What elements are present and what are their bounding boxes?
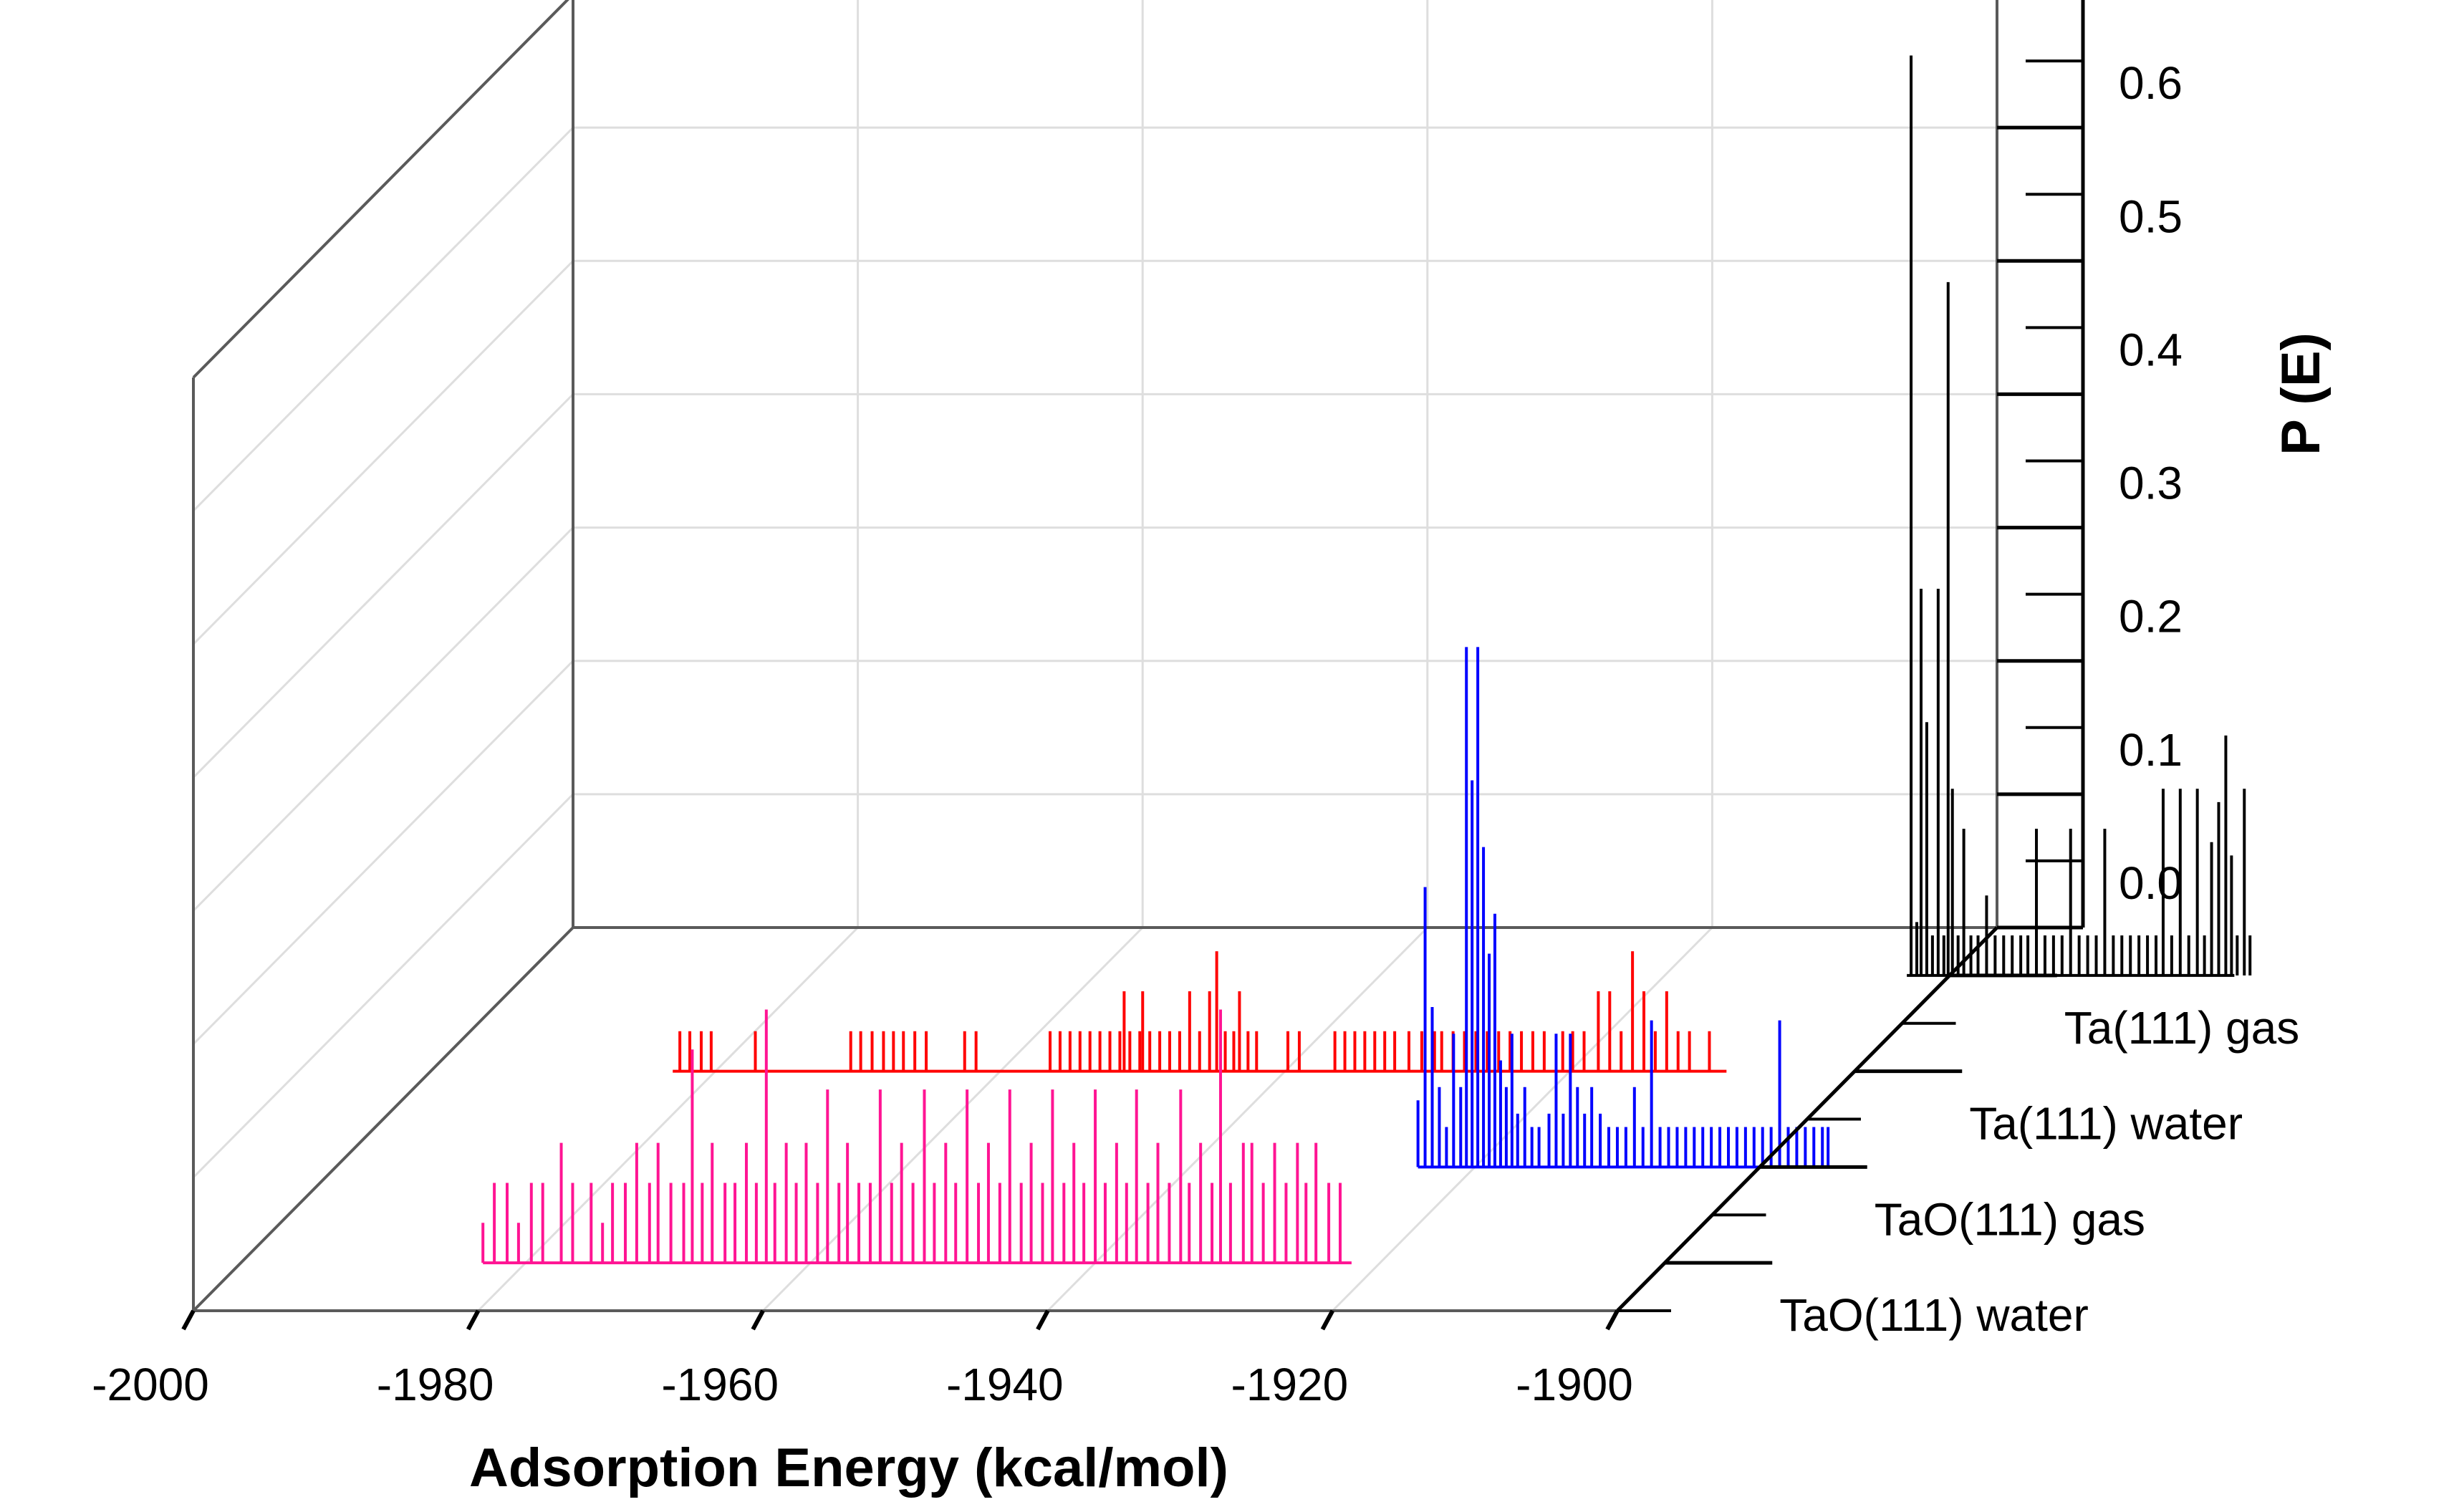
series-label: TaO(111) water <box>1779 1289 2089 1341</box>
side-wall-gridline <box>192 127 574 512</box>
z-tick-label: 0.5 <box>2119 191 2183 242</box>
z-axis-title: P (E) <box>2271 332 2332 456</box>
series-label: TaO(111) gas <box>1875 1193 2145 1245</box>
grid-layer <box>192 0 1997 1312</box>
z-tick-label: 0.0 <box>2119 857 2183 909</box>
series-tao-111-water <box>481 1009 1352 1265</box>
z-tick-label: 0.2 <box>2119 591 2183 642</box>
floor-gridline <box>1332 926 1713 1312</box>
x-tick-mark <box>1605 1309 1620 1331</box>
x-tick-label: -1900 <box>1516 1359 1633 1410</box>
x-tick-label: -1980 <box>377 1359 494 1410</box>
series-layer <box>481 55 2252 1265</box>
series-ta-111-water <box>673 951 1727 1073</box>
side-wall-gridline <box>192 526 574 912</box>
tick-marks <box>181 0 2085 1331</box>
floor-gridline <box>1046 926 1428 1312</box>
series-label: Ta(111) water <box>1969 1098 2243 1150</box>
x-tick-mark <box>466 1309 481 1331</box>
side-wall-gridline <box>192 393 574 779</box>
x-axis-title: Adsorption Energy (kcal/mol) <box>469 1438 1228 1498</box>
side-wall-top-edge <box>192 0 569 379</box>
x-tick-mark <box>1036 1309 1050 1331</box>
x-tick-label: -1920 <box>1231 1359 1349 1410</box>
side-wall-gridline <box>192 660 574 1045</box>
back-wall-edges <box>572 0 1998 928</box>
z-tick-label: 0.4 <box>2119 324 2183 375</box>
x-tick-label: -1960 <box>661 1359 779 1410</box>
z-tick-label: 0.6 <box>2119 57 2183 109</box>
x-tick-mark <box>181 1309 196 1331</box>
floor-gridline <box>477 926 859 1312</box>
x-tick-label: -2000 <box>92 1359 209 1410</box>
z-tick-label: 0.1 <box>2119 724 2183 776</box>
labels-layer: -2000 -1980 -1960 -1940 -1920 -1900 0.0 0.1 0.2 0… <box>92 57 2299 1410</box>
series-tao-111-gas <box>1416 647 1832 1169</box>
z-tick-label: 0.3 <box>2119 458 2183 509</box>
x-tick-mark <box>1320 1309 1335 1331</box>
side-wall-gridline <box>192 260 574 645</box>
side-wall-gridline <box>192 793 574 1178</box>
x-tick-label: -1940 <box>946 1359 1064 1410</box>
floor-gridline <box>762 926 1144 1312</box>
x-tick-mark <box>751 1309 765 1331</box>
series-label: Ta(111) gas <box>2064 1002 2299 1054</box>
